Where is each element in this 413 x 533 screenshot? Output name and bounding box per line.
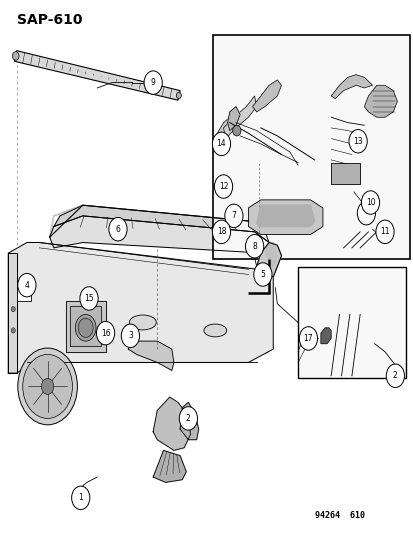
Polygon shape xyxy=(70,306,101,346)
Text: 9: 9 xyxy=(150,78,155,87)
Circle shape xyxy=(96,321,114,345)
Circle shape xyxy=(11,306,15,312)
Polygon shape xyxy=(8,243,273,373)
Polygon shape xyxy=(50,216,268,253)
Circle shape xyxy=(121,324,139,348)
Text: 2: 2 xyxy=(185,414,190,423)
Polygon shape xyxy=(252,80,281,112)
Circle shape xyxy=(361,191,379,214)
Circle shape xyxy=(299,327,317,350)
Text: 14: 14 xyxy=(216,140,226,148)
Polygon shape xyxy=(248,200,322,235)
Polygon shape xyxy=(363,85,396,117)
Polygon shape xyxy=(320,328,330,344)
Circle shape xyxy=(109,217,127,241)
Polygon shape xyxy=(128,341,173,370)
Circle shape xyxy=(18,273,36,297)
Circle shape xyxy=(232,125,240,136)
Polygon shape xyxy=(8,253,17,373)
Text: 17: 17 xyxy=(303,334,313,343)
Polygon shape xyxy=(330,75,372,99)
Text: 5: 5 xyxy=(260,270,265,279)
Text: 15: 15 xyxy=(84,294,94,303)
Polygon shape xyxy=(14,51,180,100)
Text: SAP-610: SAP-610 xyxy=(17,13,82,27)
Polygon shape xyxy=(213,117,233,149)
Polygon shape xyxy=(256,243,281,277)
Polygon shape xyxy=(223,96,256,139)
Bar xyxy=(297,266,405,378)
Circle shape xyxy=(80,287,98,310)
Text: 3: 3 xyxy=(128,332,133,340)
Circle shape xyxy=(375,220,393,244)
Circle shape xyxy=(245,235,263,258)
Text: 2: 2 xyxy=(392,372,397,380)
Text: 13: 13 xyxy=(352,137,362,146)
Circle shape xyxy=(385,364,404,387)
Circle shape xyxy=(78,318,93,337)
Circle shape xyxy=(253,263,271,286)
Text: 1: 1 xyxy=(78,494,83,502)
Circle shape xyxy=(179,407,197,430)
Text: 12: 12 xyxy=(218,182,228,191)
Circle shape xyxy=(75,314,96,341)
Polygon shape xyxy=(227,107,240,131)
Polygon shape xyxy=(66,301,105,352)
Circle shape xyxy=(214,175,232,198)
Circle shape xyxy=(11,328,15,333)
Text: 18: 18 xyxy=(216,228,225,236)
Polygon shape xyxy=(54,205,268,243)
Polygon shape xyxy=(153,450,186,482)
Text: 11: 11 xyxy=(380,228,389,236)
Text: 7: 7 xyxy=(231,212,236,220)
Circle shape xyxy=(92,295,94,297)
Bar xyxy=(213,35,409,259)
Text: 94264  610: 94264 610 xyxy=(314,511,364,520)
Circle shape xyxy=(71,486,90,510)
Circle shape xyxy=(348,130,366,153)
Text: 4: 4 xyxy=(24,281,29,289)
Polygon shape xyxy=(50,205,83,237)
Bar xyxy=(330,163,359,184)
Circle shape xyxy=(23,354,72,418)
Circle shape xyxy=(90,293,95,299)
Polygon shape xyxy=(264,243,277,266)
Ellipse shape xyxy=(203,324,226,337)
Ellipse shape xyxy=(129,315,156,330)
Text: 16: 16 xyxy=(100,329,110,337)
Circle shape xyxy=(224,204,242,228)
Circle shape xyxy=(176,92,181,99)
Circle shape xyxy=(41,378,54,394)
Text: 10: 10 xyxy=(365,198,375,207)
Circle shape xyxy=(144,71,162,94)
Circle shape xyxy=(12,52,19,60)
Circle shape xyxy=(18,348,77,425)
Polygon shape xyxy=(256,205,314,227)
Bar xyxy=(17,288,31,301)
Text: 6: 6 xyxy=(115,225,120,233)
Polygon shape xyxy=(153,397,190,450)
Polygon shape xyxy=(180,402,198,440)
Circle shape xyxy=(212,132,230,156)
Text: 8: 8 xyxy=(252,242,256,251)
Circle shape xyxy=(212,220,230,244)
